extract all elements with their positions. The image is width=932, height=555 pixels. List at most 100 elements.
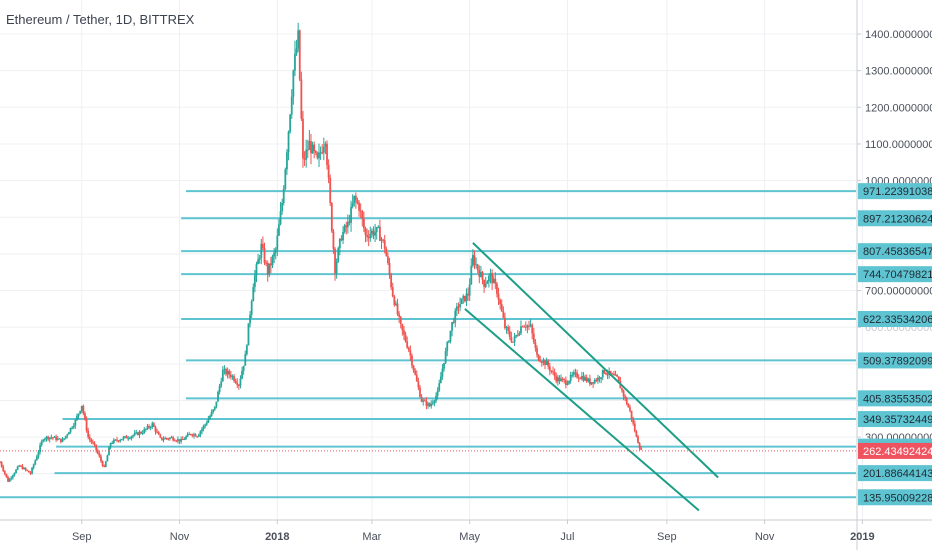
candle-body	[640, 448, 643, 450]
candle-body	[460, 298, 463, 304]
candle-body	[281, 202, 284, 212]
candle-body	[409, 350, 412, 356]
candle-body	[446, 342, 449, 352]
candle-body	[423, 400, 426, 402]
candle-body	[531, 324, 534, 334]
candle-body	[292, 70, 295, 97]
candle-body	[61, 439, 64, 442]
x-tick-label: May	[459, 531, 480, 543]
candle-body	[11, 475, 14, 478]
candle-body	[130, 436, 133, 439]
candle-body	[10, 477, 13, 479]
level-price-label: 971.22391038	[863, 186, 932, 198]
candle-body	[324, 143, 327, 147]
candle-body	[479, 272, 482, 277]
candle-body	[32, 464, 35, 468]
candle-body	[334, 248, 336, 274]
candle-body	[268, 263, 271, 275]
y-tick-label: 1400.00000000	[865, 29, 932, 41]
candle-body	[335, 261, 338, 274]
candle-body	[388, 262, 391, 275]
candle-body	[210, 412, 213, 417]
candle-body	[412, 365, 415, 371]
candle-body	[193, 434, 195, 436]
candle-body	[502, 311, 505, 318]
candle-body	[560, 378, 562, 382]
candle-body	[302, 118, 304, 159]
candle-body	[161, 437, 163, 440]
candle-body	[510, 336, 513, 342]
candle-body	[326, 143, 328, 165]
candle-body	[370, 230, 373, 234]
y-tick-label: 700.00000000	[865, 286, 932, 298]
candle-body	[343, 225, 346, 232]
candle-body	[625, 398, 628, 405]
candle-body	[338, 238, 341, 249]
candle-body	[45, 436, 48, 439]
candle-body	[484, 283, 487, 287]
candle-body	[624, 396, 627, 399]
candle-body	[103, 465, 106, 467]
candle-body	[521, 326, 524, 328]
candle-body	[278, 224, 280, 236]
candle-body	[181, 438, 184, 440]
candle-body	[0, 462, 3, 467]
candle-body	[419, 387, 421, 397]
candle-body	[273, 252, 276, 257]
candle-body	[364, 228, 367, 235]
candle-body	[165, 438, 168, 440]
candle-body	[552, 371, 554, 373]
candle-body	[183, 439, 186, 441]
candle-body	[452, 321, 455, 323]
candle-body	[69, 427, 72, 433]
candle-body	[420, 396, 423, 402]
candle-body	[614, 374, 617, 376]
candle-body	[31, 467, 33, 474]
level-price-label-bg	[858, 465, 932, 482]
candle-body	[3, 470, 6, 474]
candle-body	[545, 361, 548, 366]
candle-body	[265, 262, 267, 264]
candle-body	[403, 330, 405, 335]
candle-body	[375, 227, 378, 233]
candle-body	[332, 231, 335, 249]
candle-body	[459, 303, 461, 308]
candle-body	[152, 423, 155, 427]
candle-body	[116, 439, 118, 441]
candle-body	[213, 406, 216, 410]
candle-body	[476, 264, 479, 270]
candle-body	[470, 265, 473, 285]
candle-body	[391, 287, 394, 297]
candle-body	[505, 327, 508, 329]
candle-body	[449, 330, 452, 342]
candle-body	[82, 405, 85, 414]
candle-body	[322, 146, 325, 153]
candle-body	[84, 413, 86, 420]
candle-body	[56, 438, 59, 441]
candle-body	[383, 240, 386, 249]
candle-body	[314, 151, 317, 153]
candle-body	[217, 391, 219, 402]
candle-body	[279, 211, 282, 225]
candle-body	[399, 316, 402, 325]
candle-body	[26, 469, 29, 471]
candle-body	[305, 149, 308, 160]
candle-body	[16, 466, 19, 470]
candle-body	[577, 377, 580, 379]
candle-body	[250, 301, 253, 315]
candle-body	[128, 438, 131, 440]
candle-body	[406, 341, 409, 348]
candle-body	[354, 195, 357, 201]
candle-body	[66, 434, 69, 436]
candle-body	[90, 439, 93, 443]
y-tick-label: 1100.00000000	[865, 139, 932, 151]
candle-body	[497, 293, 500, 300]
candle-body	[29, 472, 32, 474]
level-price-label-bg	[858, 210, 932, 227]
level-price-label-bg	[858, 352, 932, 369]
candle-body	[414, 370, 417, 375]
x-tick-label: Sep	[657, 531, 677, 543]
candle-body	[544, 360, 546, 366]
candle-body	[467, 293, 469, 296]
